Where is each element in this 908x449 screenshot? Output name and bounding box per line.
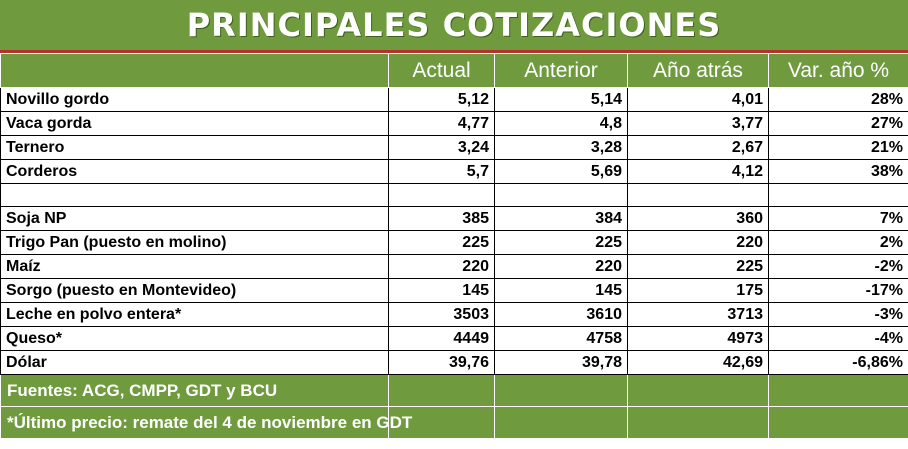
table-row: Sorgo (puesto en Montevideo) 145 145 175 -17… — [0, 278, 908, 303]
table-row: Ternero 3,24 3,28 2,67 21% — [0, 135, 908, 160]
anio-atras-value: 4,01 — [627, 87, 769, 112]
anterior-value: 220 — [494, 254, 628, 279]
product-name: Sorgo (puesto en Montevideo) — [0, 278, 389, 303]
actual-value: 225 — [388, 230, 495, 255]
header-anterior: Anterior — [494, 53, 628, 88]
table-row: Leche en polvo entera* 3503 3610 3713 -3% — [0, 302, 908, 327]
header-row: Actual Anterior Año atrás Var. año % — [0, 53, 908, 88]
footer-cell — [768, 374, 908, 407]
product-name: Maíz — [0, 254, 389, 279]
anio-atras-value: 360 — [627, 206, 769, 231]
quotes-body: Novillo gordo 5,12 5,14 4,01 28% Vaca gorda 4,… — [0, 87, 908, 375]
var-value: 2% — [768, 230, 908, 255]
table-row: Vaca gorda 4,77 4,8 3,77 27% — [0, 111, 908, 136]
footer-cell — [388, 374, 495, 407]
table-row: Soja NP 385 384 360 7% — [0, 206, 908, 231]
var-value: 28% — [768, 87, 908, 112]
footer-cell — [494, 374, 628, 407]
product-name: Ternero — [0, 135, 389, 160]
footer-note-row: *Último precio: remate del 4 de noviembr… — [0, 406, 908, 439]
var-value: -6,86% — [768, 350, 908, 375]
footer-cell — [494, 406, 628, 439]
anterior-value: 384 — [494, 206, 628, 231]
actual-value: 5,7 — [388, 159, 495, 184]
anterior-value: 3,28 — [494, 135, 628, 160]
anio-atras-value: 220 — [627, 230, 769, 255]
anterior-value: 4758 — [494, 326, 628, 351]
anio-atras-value: 4,12 — [627, 159, 769, 184]
actual-value: 385 — [388, 206, 495, 231]
actual-value: 3,24 — [388, 135, 495, 160]
spacer-cell — [0, 183, 389, 207]
actual-value: 5,12 — [388, 87, 495, 112]
anterior-value: 4,8 — [494, 111, 628, 136]
product-name: Novillo gordo — [0, 87, 389, 112]
var-value: -2% — [768, 254, 908, 279]
footer-cell — [627, 374, 769, 407]
footer-note: *Último precio: remate del 4 de noviembr… — [0, 406, 412, 439]
header-var: Var. año % — [768, 53, 908, 88]
anterior-value: 3610 — [494, 302, 628, 327]
var-value: -17% — [768, 278, 908, 303]
anio-atras-value: 225 — [627, 254, 769, 279]
product-name: Queso* — [0, 326, 389, 351]
actual-value: 39,76 — [388, 350, 495, 375]
var-value: 27% — [768, 111, 908, 136]
spacer-cell — [494, 183, 628, 207]
product-name: Leche en polvo entera* — [0, 302, 389, 327]
actual-value: 145 — [388, 278, 495, 303]
header-anio-atras: Año atrás — [627, 53, 769, 88]
title-divider — [0, 50, 908, 53]
product-name: Vaca gorda — [0, 111, 389, 136]
var-value: 38% — [768, 159, 908, 184]
var-value: 21% — [768, 135, 908, 160]
anio-atras-value: 3,77 — [627, 111, 769, 136]
table-row: Corderos 5,7 5,69 4,12 38% — [0, 159, 908, 184]
anterior-value: 225 — [494, 230, 628, 255]
anterior-value: 39,78 — [494, 350, 628, 375]
header-actual: Actual — [388, 53, 495, 88]
var-value: 7% — [768, 206, 908, 231]
product-name: Corderos — [0, 159, 389, 184]
table-row: Maíz 220 220 225 -2% — [0, 254, 908, 279]
product-name: Soja NP — [0, 206, 389, 231]
anio-atras-value: 2,67 — [627, 135, 769, 160]
anterior-value: 5,69 — [494, 159, 628, 184]
anterior-value: 5,14 — [494, 87, 628, 112]
anio-atras-value: 3713 — [627, 302, 769, 327]
product-name: Trigo Pan (puesto en molino) — [0, 230, 389, 255]
var-value: -4% — [768, 326, 908, 351]
product-name: Dólar — [0, 350, 389, 375]
footer-cell — [388, 406, 495, 439]
anio-atras-value: 4973 — [627, 326, 769, 351]
footer-sources: Fuentes: ACG, CMPP, GDT y BCU — [0, 374, 389, 407]
table-row: Dólar 39,76 39,78 42,69 -6,86% — [0, 350, 908, 375]
var-value: -3% — [768, 302, 908, 327]
anio-atras-value: 42,69 — [627, 350, 769, 375]
table-row: Queso* 4449 4758 4973 -4% — [0, 326, 908, 351]
anterior-value: 145 — [494, 278, 628, 303]
spacer-row — [0, 183, 908, 207]
page-title: PRINCIPALES COTIZACIONES — [186, 6, 722, 44]
table-row: Trigo Pan (puesto en molino) 225 225 220 2% — [0, 230, 908, 255]
actual-value: 4449 — [388, 326, 495, 351]
title-bar: PRINCIPALES COTIZACIONES — [0, 0, 908, 50]
actual-value: 4,77 — [388, 111, 495, 136]
quotes-table: Actual Anterior Año atrás Var. año % Nov… — [0, 53, 908, 439]
spacer-cell — [627, 183, 769, 207]
header-product — [0, 53, 389, 88]
spacer-cell — [388, 183, 495, 207]
footer-cell — [627, 406, 769, 439]
footer-cell — [768, 406, 908, 439]
table-row: Novillo gordo 5,12 5,14 4,01 28% — [0, 87, 908, 112]
actual-value: 3503 — [388, 302, 495, 327]
actual-value: 220 — [388, 254, 495, 279]
anio-atras-value: 175 — [627, 278, 769, 303]
spacer-cell — [768, 183, 908, 207]
footer-sources-row: Fuentes: ACG, CMPP, GDT y BCU — [0, 374, 908, 407]
